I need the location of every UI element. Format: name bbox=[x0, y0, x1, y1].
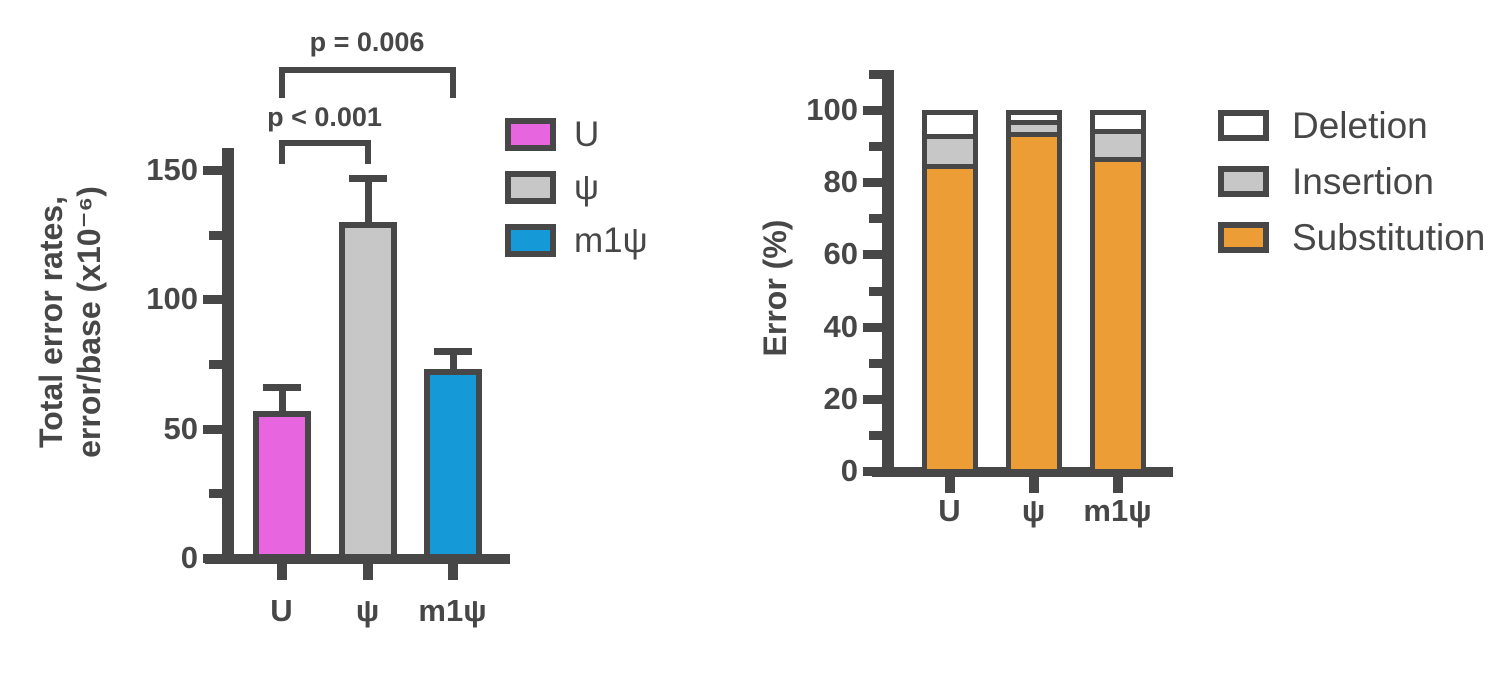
significance-bracket bbox=[278, 67, 456, 73]
segment-deletion bbox=[1010, 115, 1057, 123]
x-tick bbox=[276, 564, 287, 580]
y-major-tick bbox=[203, 165, 222, 175]
segment-insertion bbox=[1010, 122, 1057, 135]
x-category-label: U bbox=[938, 493, 961, 528]
y-minor-tick bbox=[869, 214, 882, 224]
segment-divider bbox=[1010, 120, 1057, 125]
left-y-axis-title-line2: error/base (x10⁻⁶) bbox=[71, 186, 107, 458]
legend-label: Substitution bbox=[1292, 216, 1486, 258]
segment-substitution bbox=[1094, 159, 1141, 469]
y-major-tick bbox=[863, 178, 882, 188]
segment-deletion bbox=[1094, 115, 1141, 132]
left-y-axis-title: Total error rates, error/base (x10⁻⁶) bbox=[32, 107, 108, 537]
legend-label: U bbox=[574, 114, 600, 154]
bar-m1ψ bbox=[423, 369, 482, 560]
y-tick-label: 50 bbox=[163, 410, 198, 446]
bracket-arm bbox=[278, 67, 285, 98]
segment-insertion bbox=[1094, 131, 1141, 160]
y-minor-tick bbox=[869, 430, 882, 440]
legend-swatch-deletion bbox=[1218, 110, 1269, 141]
legend-swatch-substitution bbox=[1218, 222, 1269, 253]
x-category-label: m1ψ bbox=[1083, 493, 1152, 528]
stacked-bar-U bbox=[921, 110, 978, 474]
y-tick-label: 100 bbox=[146, 281, 198, 317]
right-y-axis-title: Error (%) bbox=[757, 219, 793, 357]
y-tick-label: 0 bbox=[180, 540, 198, 575]
bracket-arm bbox=[278, 140, 285, 164]
x-tick bbox=[447, 564, 458, 580]
error-bar-cap bbox=[262, 384, 301, 392]
legend-swatch-ψ bbox=[505, 171, 556, 204]
y-minor-tick bbox=[209, 489, 222, 499]
legend-label: m1ψ bbox=[574, 220, 648, 260]
x-tick bbox=[362, 564, 373, 580]
y-minor-tick bbox=[869, 358, 882, 368]
segment-deletion bbox=[926, 115, 973, 137]
bracket-arm bbox=[364, 140, 371, 164]
x-category-label: ψ bbox=[355, 593, 380, 628]
bar-ψ bbox=[338, 221, 397, 560]
x-category-label: U bbox=[270, 593, 293, 628]
y-minor-tick bbox=[869, 142, 882, 152]
x-tick bbox=[944, 477, 955, 493]
y-axis-line bbox=[882, 70, 894, 477]
y-tick-label: 60 bbox=[823, 236, 858, 272]
segment-substitution bbox=[1010, 134, 1057, 469]
y-minor-tick bbox=[869, 286, 882, 296]
p-value-label: p < 0.001 bbox=[267, 102, 382, 132]
y-minor-tick bbox=[209, 359, 222, 369]
legend-swatch-U bbox=[505, 118, 556, 151]
legend-label: Insertion bbox=[1292, 160, 1434, 202]
y-major-tick bbox=[863, 394, 882, 404]
error-bar-stem bbox=[364, 177, 372, 224]
p-value-label: p = 0.006 bbox=[309, 27, 425, 57]
y-tick-label: 100 bbox=[806, 92, 858, 127]
x-category-label: ψ bbox=[1021, 493, 1046, 528]
segment-divider bbox=[926, 164, 973, 169]
segment-divider bbox=[1094, 129, 1141, 134]
x-tick bbox=[1028, 477, 1039, 493]
x-tick bbox=[1112, 477, 1123, 493]
error-bar-cap bbox=[348, 174, 387, 182]
segment-divider bbox=[926, 134, 973, 139]
x-category-label: m1ψ bbox=[418, 593, 487, 628]
segment-divider bbox=[1010, 132, 1057, 137]
stacked-bar-ψ bbox=[1005, 110, 1062, 474]
stacked-bar-m1ψ bbox=[1089, 110, 1146, 474]
bar-U bbox=[252, 410, 311, 560]
y-axis-line bbox=[222, 148, 234, 564]
bracket-arm bbox=[449, 67, 456, 98]
y-minor-tick bbox=[869, 69, 882, 79]
y-minor-tick bbox=[209, 230, 222, 240]
y-tick-label: 150 bbox=[146, 151, 198, 187]
legend-label: ψ bbox=[574, 167, 599, 207]
significance-bracket bbox=[278, 140, 371, 146]
y-tick-label: 0 bbox=[840, 453, 858, 488]
y-tick-label: 40 bbox=[823, 308, 858, 344]
y-major-tick bbox=[863, 322, 882, 332]
segment-divider bbox=[1094, 157, 1141, 162]
y-major-tick bbox=[203, 554, 222, 563]
legend-swatch-m1ψ bbox=[505, 224, 556, 257]
legend-label: Deletion bbox=[1292, 104, 1428, 146]
y-major-tick bbox=[863, 250, 882, 260]
left-y-axis-title-line1: Total error rates, bbox=[33, 196, 69, 448]
error-bar-stem bbox=[449, 351, 457, 372]
y-major-tick bbox=[863, 467, 882, 476]
error-bar-cap bbox=[433, 348, 472, 356]
y-tick-label: 80 bbox=[823, 164, 858, 200]
segment-insertion bbox=[926, 136, 973, 167]
y-major-tick bbox=[863, 106, 882, 115]
legend-swatch-insertion bbox=[1218, 166, 1269, 197]
error-bar-stem bbox=[278, 387, 286, 413]
y-tick-label: 20 bbox=[823, 380, 858, 416]
segment-substitution bbox=[926, 166, 973, 469]
y-major-tick bbox=[203, 295, 222, 305]
y-major-tick bbox=[203, 424, 222, 434]
